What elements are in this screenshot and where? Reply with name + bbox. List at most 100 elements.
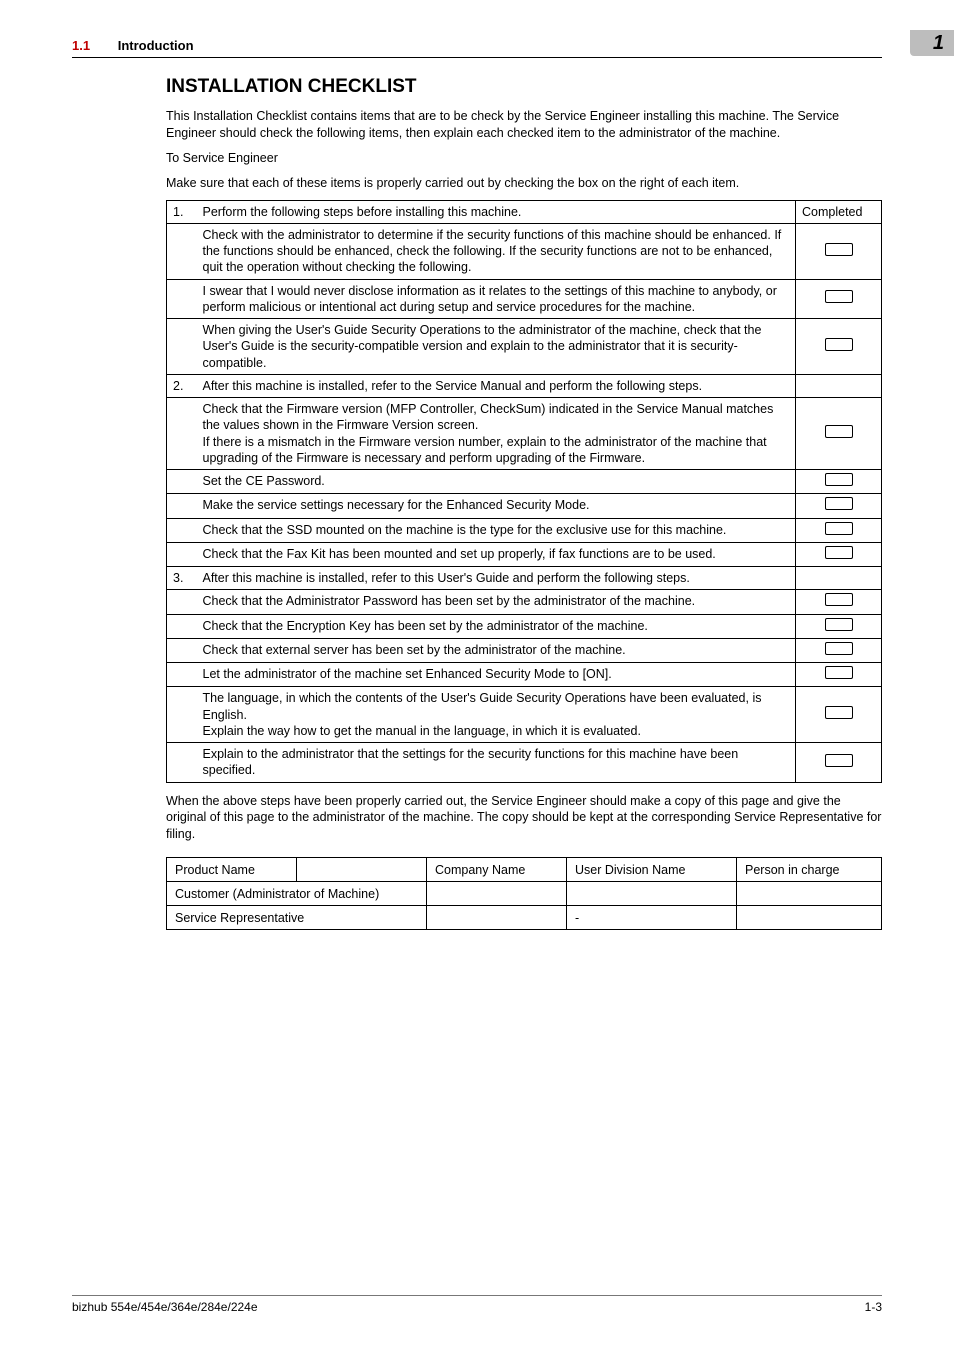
checkbox[interactable] xyxy=(825,618,853,631)
page-footer: bizhub 554e/454e/364e/284e/224e 1-3 xyxy=(72,1295,882,1314)
row-number xyxy=(167,542,197,566)
checkbox[interactable] xyxy=(825,473,853,486)
row-number xyxy=(167,494,197,518)
table-row: Check with the administrator to determin… xyxy=(167,223,882,279)
checkbox[interactable] xyxy=(825,642,853,655)
sig-cell xyxy=(737,906,882,930)
checkbox[interactable] xyxy=(825,497,853,510)
row-description: Check that the Administrator Password ha… xyxy=(197,590,796,614)
row-number xyxy=(167,687,197,743)
row-description: Set the CE Password. xyxy=(197,470,796,494)
row-number xyxy=(167,470,197,494)
row-description: Check that external server has been set … xyxy=(197,638,796,662)
table-row: Set the CE Password. xyxy=(167,470,882,494)
page-content: INSTALLATION CHECKLIST This Installation… xyxy=(72,76,882,930)
checkbox[interactable] xyxy=(825,290,853,303)
row-description: Check that the Fax Kit has been mounted … xyxy=(197,542,796,566)
after-paragraph: When the above steps have been properly … xyxy=(166,793,882,844)
checklist-table: 1.Perform the following steps before ins… xyxy=(166,200,882,783)
row-description: Perform the following steps before insta… xyxy=(197,200,796,223)
sig-cell: - xyxy=(567,906,737,930)
table-row: Check that the Encryption Key has been s… xyxy=(167,614,882,638)
row-description: Make the service settings necessary for … xyxy=(197,494,796,518)
row-number: 2. xyxy=(167,374,197,397)
checkbox[interactable] xyxy=(825,522,853,535)
table-row: Check that the Administrator Password ha… xyxy=(167,590,882,614)
table-row: Service Representative - xyxy=(167,906,882,930)
completed-cell xyxy=(796,567,882,590)
table-row: Check that the Firmware version (MFP Con… xyxy=(167,398,882,470)
checkbox[interactable] xyxy=(825,425,853,438)
checkbox[interactable] xyxy=(825,666,853,679)
completed-cell xyxy=(796,590,882,614)
row-number xyxy=(167,590,197,614)
checkbox[interactable] xyxy=(825,338,853,351)
section-title: Introduction xyxy=(118,38,194,53)
row-description: Let the administrator of the machine set… xyxy=(197,663,796,687)
intro-paragraph: This Installation Checklist contains ite… xyxy=(166,108,882,142)
table-row: Let the administrator of the machine set… xyxy=(167,663,882,687)
completed-cell: Completed xyxy=(796,200,882,223)
table-row: 1.Perform the following steps before ins… xyxy=(167,200,882,223)
row-number xyxy=(167,663,197,687)
completed-cell xyxy=(796,743,882,783)
completed-cell xyxy=(796,398,882,470)
table-row: Check that external server has been set … xyxy=(167,638,882,662)
table-row: Explain to the administrator that the se… xyxy=(167,743,882,783)
table-row: When giving the User's Guide Security Op… xyxy=(167,319,882,375)
checkbox[interactable] xyxy=(825,593,853,606)
chapter-badge: 1 xyxy=(910,30,954,56)
row-description: I swear that I would never disclose info… xyxy=(197,279,796,319)
row-number xyxy=(167,279,197,319)
row-number xyxy=(167,518,197,542)
footer-right: 1-3 xyxy=(865,1300,882,1314)
completed-cell xyxy=(796,374,882,397)
sig-cell xyxy=(567,882,737,906)
row-number xyxy=(167,614,197,638)
table-row: Check that the Fax Kit has been mounted … xyxy=(167,542,882,566)
completed-cell xyxy=(796,687,882,743)
row-description: Check with the administrator to determin… xyxy=(197,223,796,279)
row-description: When giving the User's Guide Security Op… xyxy=(197,319,796,375)
sig-cell: Person in charge xyxy=(737,858,882,882)
checkbox[interactable] xyxy=(825,546,853,559)
checkbox[interactable] xyxy=(825,243,853,256)
row-description: After this machine is installed, refer t… xyxy=(197,374,796,397)
page-header: 1.1 Introduction xyxy=(72,38,882,58)
row-number xyxy=(167,319,197,375)
row-description: Check that the SSD mounted on the machin… xyxy=(197,518,796,542)
row-number: 1. xyxy=(167,200,197,223)
sig-cell xyxy=(427,906,567,930)
checkbox[interactable] xyxy=(825,754,853,767)
signature-table: Product Name Company Name User Division … xyxy=(166,857,882,930)
chapter-number: 1 xyxy=(933,32,944,55)
intro-paragraph: To Service Engineer xyxy=(166,150,882,167)
sig-cell xyxy=(297,858,427,882)
completed-cell xyxy=(796,494,882,518)
section-heading: 1.1 Introduction xyxy=(72,38,194,53)
completed-cell xyxy=(796,663,882,687)
table-row: Make the service settings necessary for … xyxy=(167,494,882,518)
table-row: The language, in which the contents of t… xyxy=(167,687,882,743)
row-description: After this machine is installed, refer t… xyxy=(197,567,796,590)
table-row: I swear that I would never disclose info… xyxy=(167,279,882,319)
sig-cell: Customer (Administrator of Machine) xyxy=(167,882,427,906)
table-row: Customer (Administrator of Machine) xyxy=(167,882,882,906)
page-title: INSTALLATION CHECKLIST xyxy=(166,76,882,98)
table-row: 3.After this machine is installed, refer… xyxy=(167,567,882,590)
row-description: Check that the Encryption Key has been s… xyxy=(197,614,796,638)
completed-cell xyxy=(796,518,882,542)
checkbox[interactable] xyxy=(825,706,853,719)
sig-cell: User Division Name xyxy=(567,858,737,882)
completed-cell xyxy=(796,223,882,279)
footer-left: bizhub 554e/454e/364e/284e/224e xyxy=(72,1300,258,1314)
sig-cell: Service Representative xyxy=(167,906,427,930)
table-row: Product Name Company Name User Division … xyxy=(167,858,882,882)
section-number: 1.1 xyxy=(72,38,90,53)
sig-cell xyxy=(427,882,567,906)
row-number xyxy=(167,743,197,783)
intro-paragraph: Make sure that each of these items is pr… xyxy=(166,175,882,192)
row-number xyxy=(167,223,197,279)
table-row: 2.After this machine is installed, refer… xyxy=(167,374,882,397)
completed-cell xyxy=(796,542,882,566)
